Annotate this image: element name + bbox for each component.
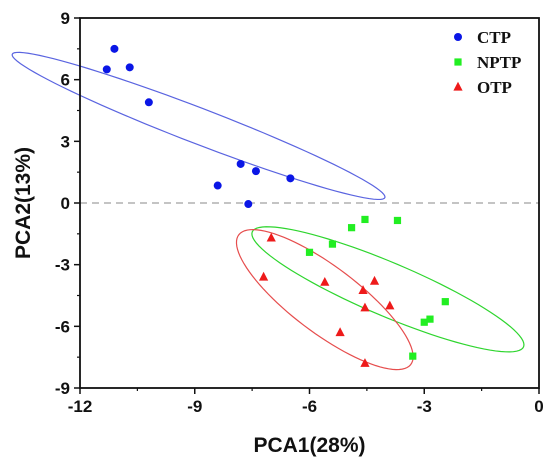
data-point-ctp [251, 167, 260, 176]
x-tick-label: 0 [534, 397, 543, 416]
legend-label-ctp: CTP [477, 28, 511, 47]
data-point-nptp [361, 215, 369, 224]
plot-layer [11, 44, 539, 371]
data-point-otp [320, 276, 330, 286]
confidence-ellipse-otp [235, 229, 414, 371]
x-tick-label: -9 [187, 397, 202, 416]
data-point-ctp [244, 200, 253, 209]
confidence-ellipse-ctp [11, 51, 386, 201]
data-point-nptp [441, 298, 449, 306]
data-point-otp [358, 285, 368, 294]
x-axis-title: PCA1(28%) [253, 434, 365, 457]
data-point-ctp [236, 159, 245, 168]
data-point-nptp [409, 352, 417, 360]
data-point-ctp [125, 63, 134, 72]
data-point-ctp [213, 181, 222, 190]
y-tick-label: 3 [61, 132, 70, 151]
data-point-ctp [144, 98, 153, 107]
legend-marker-otp [453, 81, 463, 91]
data-point-ctp [286, 174, 295, 183]
data-point-ctp [110, 44, 119, 53]
x-tick-label: -3 [417, 397, 432, 416]
y-tick-label: 9 [61, 9, 70, 28]
data-point-nptp [347, 224, 356, 232]
x-tick-label: -12 [68, 397, 93, 416]
data-point-otp [385, 300, 395, 310]
legend-label-nptp: NPTP [477, 53, 521, 72]
data-point-otp [335, 327, 345, 337]
y-tick-label: -6 [55, 317, 70, 336]
data-point-otp [360, 358, 370, 367]
data-point-nptp [393, 216, 402, 225]
legend-marker-ctp [454, 33, 462, 41]
data-point-otp [266, 232, 276, 242]
legend-label-otp: OTP [477, 78, 512, 97]
y-axis-title: PCA2(13%) [12, 147, 35, 259]
y-tick-label: 0 [61, 194, 70, 213]
data-point-ctp [102, 65, 111, 74]
y-tick-label: -9 [55, 379, 70, 398]
legend-marker-nptp [454, 58, 462, 66]
data-point-nptp [426, 315, 434, 323]
data-point-nptp [328, 240, 337, 248]
x-tick-label: -6 [302, 397, 317, 416]
data-point-nptp [305, 248, 314, 256]
y-tick-label: -3 [55, 256, 70, 275]
data-point-otp [259, 271, 269, 281]
confidence-ellipse-nptp [251, 226, 525, 353]
y-tick-label: 6 [61, 71, 70, 90]
data-point-nptp [420, 318, 428, 326]
data-point-otp [360, 302, 370, 312]
data-point-otp [369, 275, 380, 285]
legend: CTP NPTP OTP [453, 28, 521, 97]
